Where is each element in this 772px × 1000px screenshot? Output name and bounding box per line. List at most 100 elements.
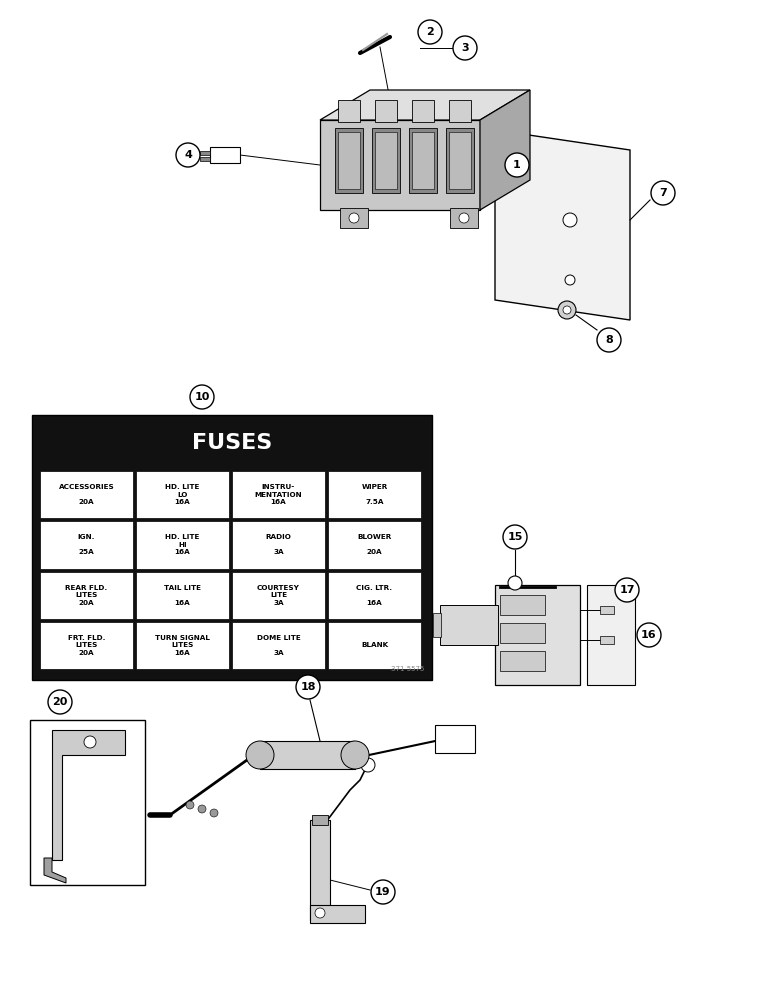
Text: TURN SIGNAL
LITES
16A: TURN SIGNAL LITES 16A [155, 635, 210, 656]
Bar [340, 208, 368, 228]
Polygon shape [495, 130, 630, 320]
Circle shape [459, 213, 469, 223]
Bar [338, 100, 360, 122]
Text: 7: 7 [659, 188, 667, 198]
Circle shape [315, 908, 325, 918]
Circle shape [563, 306, 571, 314]
Text: HD. LITE
LO
16A: HD. LITE LO 16A [165, 484, 200, 505]
Text: 8: 8 [605, 335, 613, 345]
Bar [32, 415, 432, 680]
Bar [500, 651, 545, 671]
Bar [328, 471, 421, 518]
Bar [312, 815, 328, 825]
Circle shape [563, 213, 577, 227]
Bar [232, 572, 325, 619]
Circle shape [198, 805, 206, 813]
Bar [495, 585, 580, 685]
Circle shape [190, 385, 214, 409]
Text: 3: 3 [461, 43, 469, 53]
Circle shape [371, 880, 395, 904]
Text: 17: 17 [619, 585, 635, 595]
Circle shape [565, 275, 575, 285]
Text: ACCESSORIES

20A: ACCESSORIES 20A [59, 484, 114, 505]
Bar [210, 147, 240, 163]
Bar [449, 132, 471, 189]
Bar [136, 622, 229, 669]
Bar [260, 741, 355, 769]
Circle shape [597, 328, 621, 352]
Text: 19: 19 [375, 887, 391, 897]
Text: 4: 4 [184, 150, 192, 160]
Text: WIPER

7.5A: WIPER 7.5A [361, 484, 388, 505]
Polygon shape [44, 858, 66, 883]
Bar [338, 132, 360, 189]
Bar [328, 622, 421, 669]
Bar [40, 521, 133, 568]
Bar [600, 606, 614, 614]
Text: 10: 10 [195, 392, 210, 402]
Bar [412, 100, 434, 122]
Text: COURTESY
LITE
3A: COURTESY LITE 3A [257, 585, 300, 606]
Bar [328, 521, 421, 568]
Bar [232, 622, 325, 669]
Bar [232, 471, 325, 518]
Bar [600, 636, 614, 644]
Circle shape [246, 741, 274, 769]
Bar [328, 572, 421, 619]
Circle shape [651, 181, 675, 205]
Text: 20: 20 [52, 697, 68, 707]
Circle shape [558, 301, 576, 319]
Bar [310, 820, 330, 920]
Circle shape [637, 623, 661, 647]
Text: INSTRU-
MENTATION
16A: INSTRU- MENTATION 16A [255, 484, 303, 505]
Bar [375, 100, 397, 122]
Text: TAIL LITE

16A: TAIL LITE 16A [164, 585, 201, 606]
Bar [500, 595, 545, 615]
Circle shape [349, 213, 359, 223]
Text: 15: 15 [507, 532, 523, 542]
Circle shape [361, 758, 375, 772]
Bar [500, 623, 545, 643]
Bar [372, 128, 400, 193]
Polygon shape [480, 90, 530, 210]
Circle shape [418, 20, 442, 44]
Bar [136, 521, 229, 568]
Bar [433, 613, 441, 637]
Text: HD. LITE
HI
16A: HD. LITE HI 16A [165, 534, 200, 555]
Bar [450, 208, 478, 228]
Text: 16: 16 [642, 630, 657, 640]
Text: RADIO

3A: RADIO 3A [266, 534, 292, 555]
Polygon shape [52, 730, 125, 860]
Bar [587, 585, 635, 685]
Bar [40, 572, 133, 619]
Text: 18: 18 [300, 682, 316, 692]
Text: 1: 1 [513, 160, 521, 170]
Circle shape [453, 36, 477, 60]
Polygon shape [320, 120, 480, 210]
Bar [335, 128, 363, 193]
Circle shape [48, 690, 72, 714]
Circle shape [615, 578, 639, 602]
Circle shape [186, 801, 194, 809]
Bar [200, 151, 210, 155]
Bar [136, 572, 229, 619]
Bar [40, 471, 133, 518]
Text: FUSES: FUSES [192, 433, 272, 453]
Bar [449, 100, 471, 122]
Text: BLANK: BLANK [361, 642, 388, 648]
Bar [310, 905, 365, 923]
Text: IGN.

25A: IGN. 25A [78, 534, 95, 555]
Bar [40, 622, 133, 669]
Circle shape [505, 153, 529, 177]
Circle shape [296, 675, 320, 699]
Text: FRT. FLD.
LITES
20A: FRT. FLD. LITES 20A [68, 635, 105, 656]
Circle shape [210, 809, 218, 817]
Bar [435, 725, 475, 753]
Text: REAR FLD.
LITES
20A: REAR FLD. LITES 20A [66, 585, 107, 606]
Circle shape [341, 741, 369, 769]
Bar [409, 128, 437, 193]
Bar [440, 605, 498, 645]
Circle shape [508, 576, 522, 590]
Bar [412, 132, 434, 189]
Text: CIG. LTR.

16A: CIG. LTR. 16A [357, 585, 392, 606]
